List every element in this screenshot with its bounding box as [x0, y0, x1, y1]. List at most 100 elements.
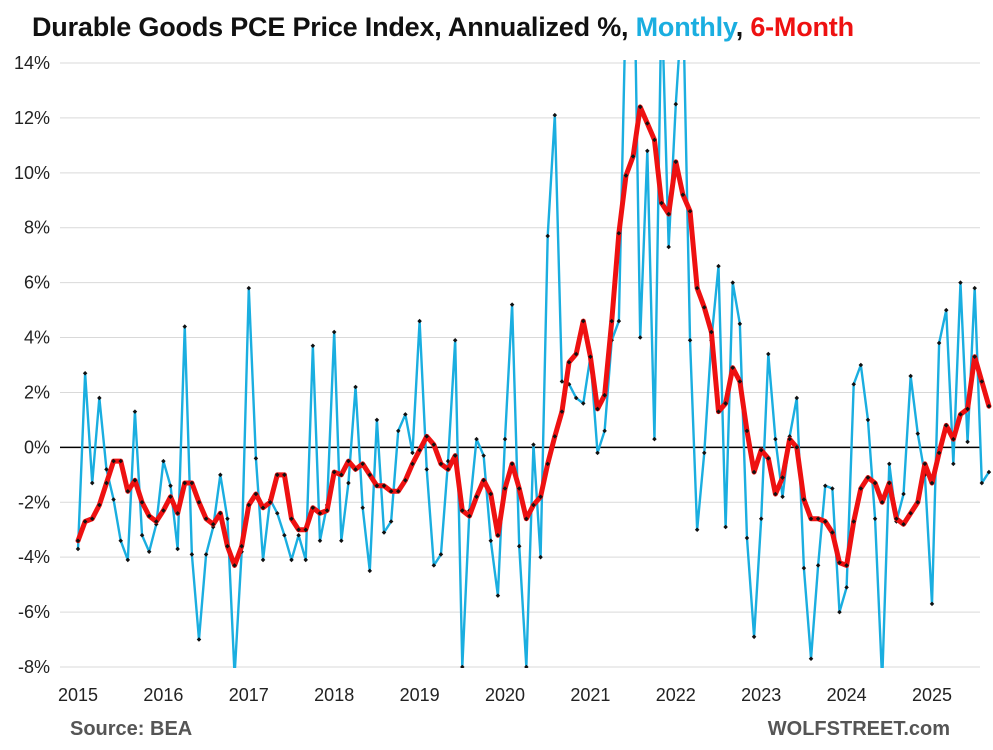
monthly-series-point: [943, 307, 949, 313]
six-month-series-point: [794, 445, 800, 450]
monthly-series-line: [76, 60, 991, 668]
monthly-series-point: [367, 568, 373, 574]
six-month-series-point: [581, 318, 586, 324]
six-month-series-point: [509, 461, 515, 467]
y-tick-label: 12%: [14, 108, 50, 128]
y-tick-label: 8%: [24, 218, 50, 238]
monthly-series-point: [822, 483, 828, 489]
six-month-series-point: [381, 483, 387, 489]
monthly-series-point: [75, 546, 81, 552]
six-month-series-point: [189, 480, 195, 486]
monthly-series-point: [431, 563, 437, 568]
monthly-series-point: [780, 494, 785, 500]
six-month-series-point: [915, 500, 921, 505]
y-tick-label: 14%: [14, 53, 50, 73]
monthly-series-point: [887, 461, 892, 467]
six-month-series-point: [410, 461, 415, 467]
six-month-series-point: [929, 480, 935, 486]
monthly-series-point: [794, 395, 800, 401]
monthly-series-point: [751, 634, 757, 640]
monthly-series-point: [97, 395, 102, 401]
monthly-series-point: [666, 244, 671, 250]
six-month-series-point: [951, 436, 956, 442]
six-month-series-point: [317, 510, 323, 516]
six-month-series-point: [296, 527, 301, 532]
six-month-series-point: [196, 500, 202, 505]
six-month-series-point: [566, 359, 572, 365]
monthly-series-point: [573, 395, 579, 401]
six-month-series-point: [702, 305, 707, 310]
monthly-series-point: [815, 563, 821, 568]
monthly-series-point: [986, 469, 992, 475]
source-label: Source: BEA: [70, 718, 193, 740]
monthly-series-point: [111, 497, 116, 502]
x-tick-label: 2015: [58, 685, 98, 705]
six-month-series-point: [573, 351, 579, 357]
y-tick-label: 0%: [24, 437, 50, 457]
monthly-series-point: [339, 538, 344, 543]
monthly-series-point: [353, 384, 358, 390]
six-month-series-point: [339, 472, 344, 478]
six-month-series-point: [787, 436, 792, 442]
monthly-series-point: [175, 546, 180, 552]
six-month-series-point: [943, 423, 949, 428]
six-month-series-point: [830, 530, 835, 535]
six-month-series-point: [495, 532, 501, 538]
six-month-series-point: [545, 461, 550, 467]
six-month-series-point: [758, 447, 764, 453]
monthly-series-point: [837, 609, 842, 615]
monthly-series-point: [979, 480, 985, 486]
plot-clip-group: [75, 60, 992, 668]
six-month-series-point: [303, 527, 308, 532]
x-tick-label: 2024: [827, 685, 867, 705]
six-month-series-point: [986, 403, 992, 409]
plot-area: [75, 60, 992, 668]
x-tick-label: 2018: [314, 685, 354, 705]
monthly-series-point: [830, 486, 835, 491]
monthly-series-point: [723, 524, 728, 530]
monthly-series-point: [82, 370, 88, 376]
six-month-series-point: [395, 489, 401, 494]
monthly-series-point: [125, 557, 131, 563]
six-month-series-point: [837, 560, 842, 565]
monthly-series-point: [965, 439, 970, 445]
six-month-series-point: [360, 461, 365, 467]
monthly-series-point: [296, 532, 301, 538]
six-month-series-point: [111, 458, 116, 464]
six-month-series-point: [353, 467, 358, 472]
monthly-series-point: [218, 472, 223, 478]
six-month-series-point: [552, 434, 558, 439]
monthly-series-point: [424, 467, 429, 472]
y-axis-ticks: -8% -6% -4% -2% 0% 2% 4% 6% 8% 10% 12% 14%: [14, 53, 50, 677]
six-month-series-point: [388, 489, 394, 494]
monthly-series-point: [972, 285, 977, 291]
six-month-series-point: [445, 467, 451, 472]
six-month-series-point: [723, 401, 728, 406]
six-month-series-point: [815, 516, 821, 522]
monthly-series-point: [581, 401, 586, 406]
six-month-series-point: [609, 318, 615, 324]
monthly-series-point: [89, 480, 95, 486]
six-month-series-point: [403, 478, 408, 483]
monthly-series-point: [275, 510, 280, 516]
six-month-series-point: [602, 392, 607, 398]
six-month-series-point: [310, 505, 316, 511]
six-month-series-point: [452, 453, 458, 458]
six-month-series-point: [737, 379, 743, 384]
y-tick-label: 2%: [24, 382, 50, 402]
six-month-series-point: [289, 516, 294, 522]
y-tick-label: -8%: [18, 657, 50, 677]
monthly-series-point: [595, 450, 600, 456]
x-tick-label: 2021: [570, 685, 610, 705]
six-month-series-point: [438, 461, 444, 467]
monthly-series-point: [637, 335, 643, 340]
six-month-series-point: [865, 475, 871, 480]
monthly-series-point: [744, 535, 750, 541]
six-month-series-point: [260, 505, 266, 511]
monthly-series-point: [716, 263, 721, 269]
monthly-series-point: [303, 557, 308, 563]
monthly-series-point: [929, 601, 935, 607]
six-month-series-point: [979, 379, 985, 384]
six-month-series-point: [766, 456, 771, 461]
monthly-series-point: [410, 450, 415, 456]
